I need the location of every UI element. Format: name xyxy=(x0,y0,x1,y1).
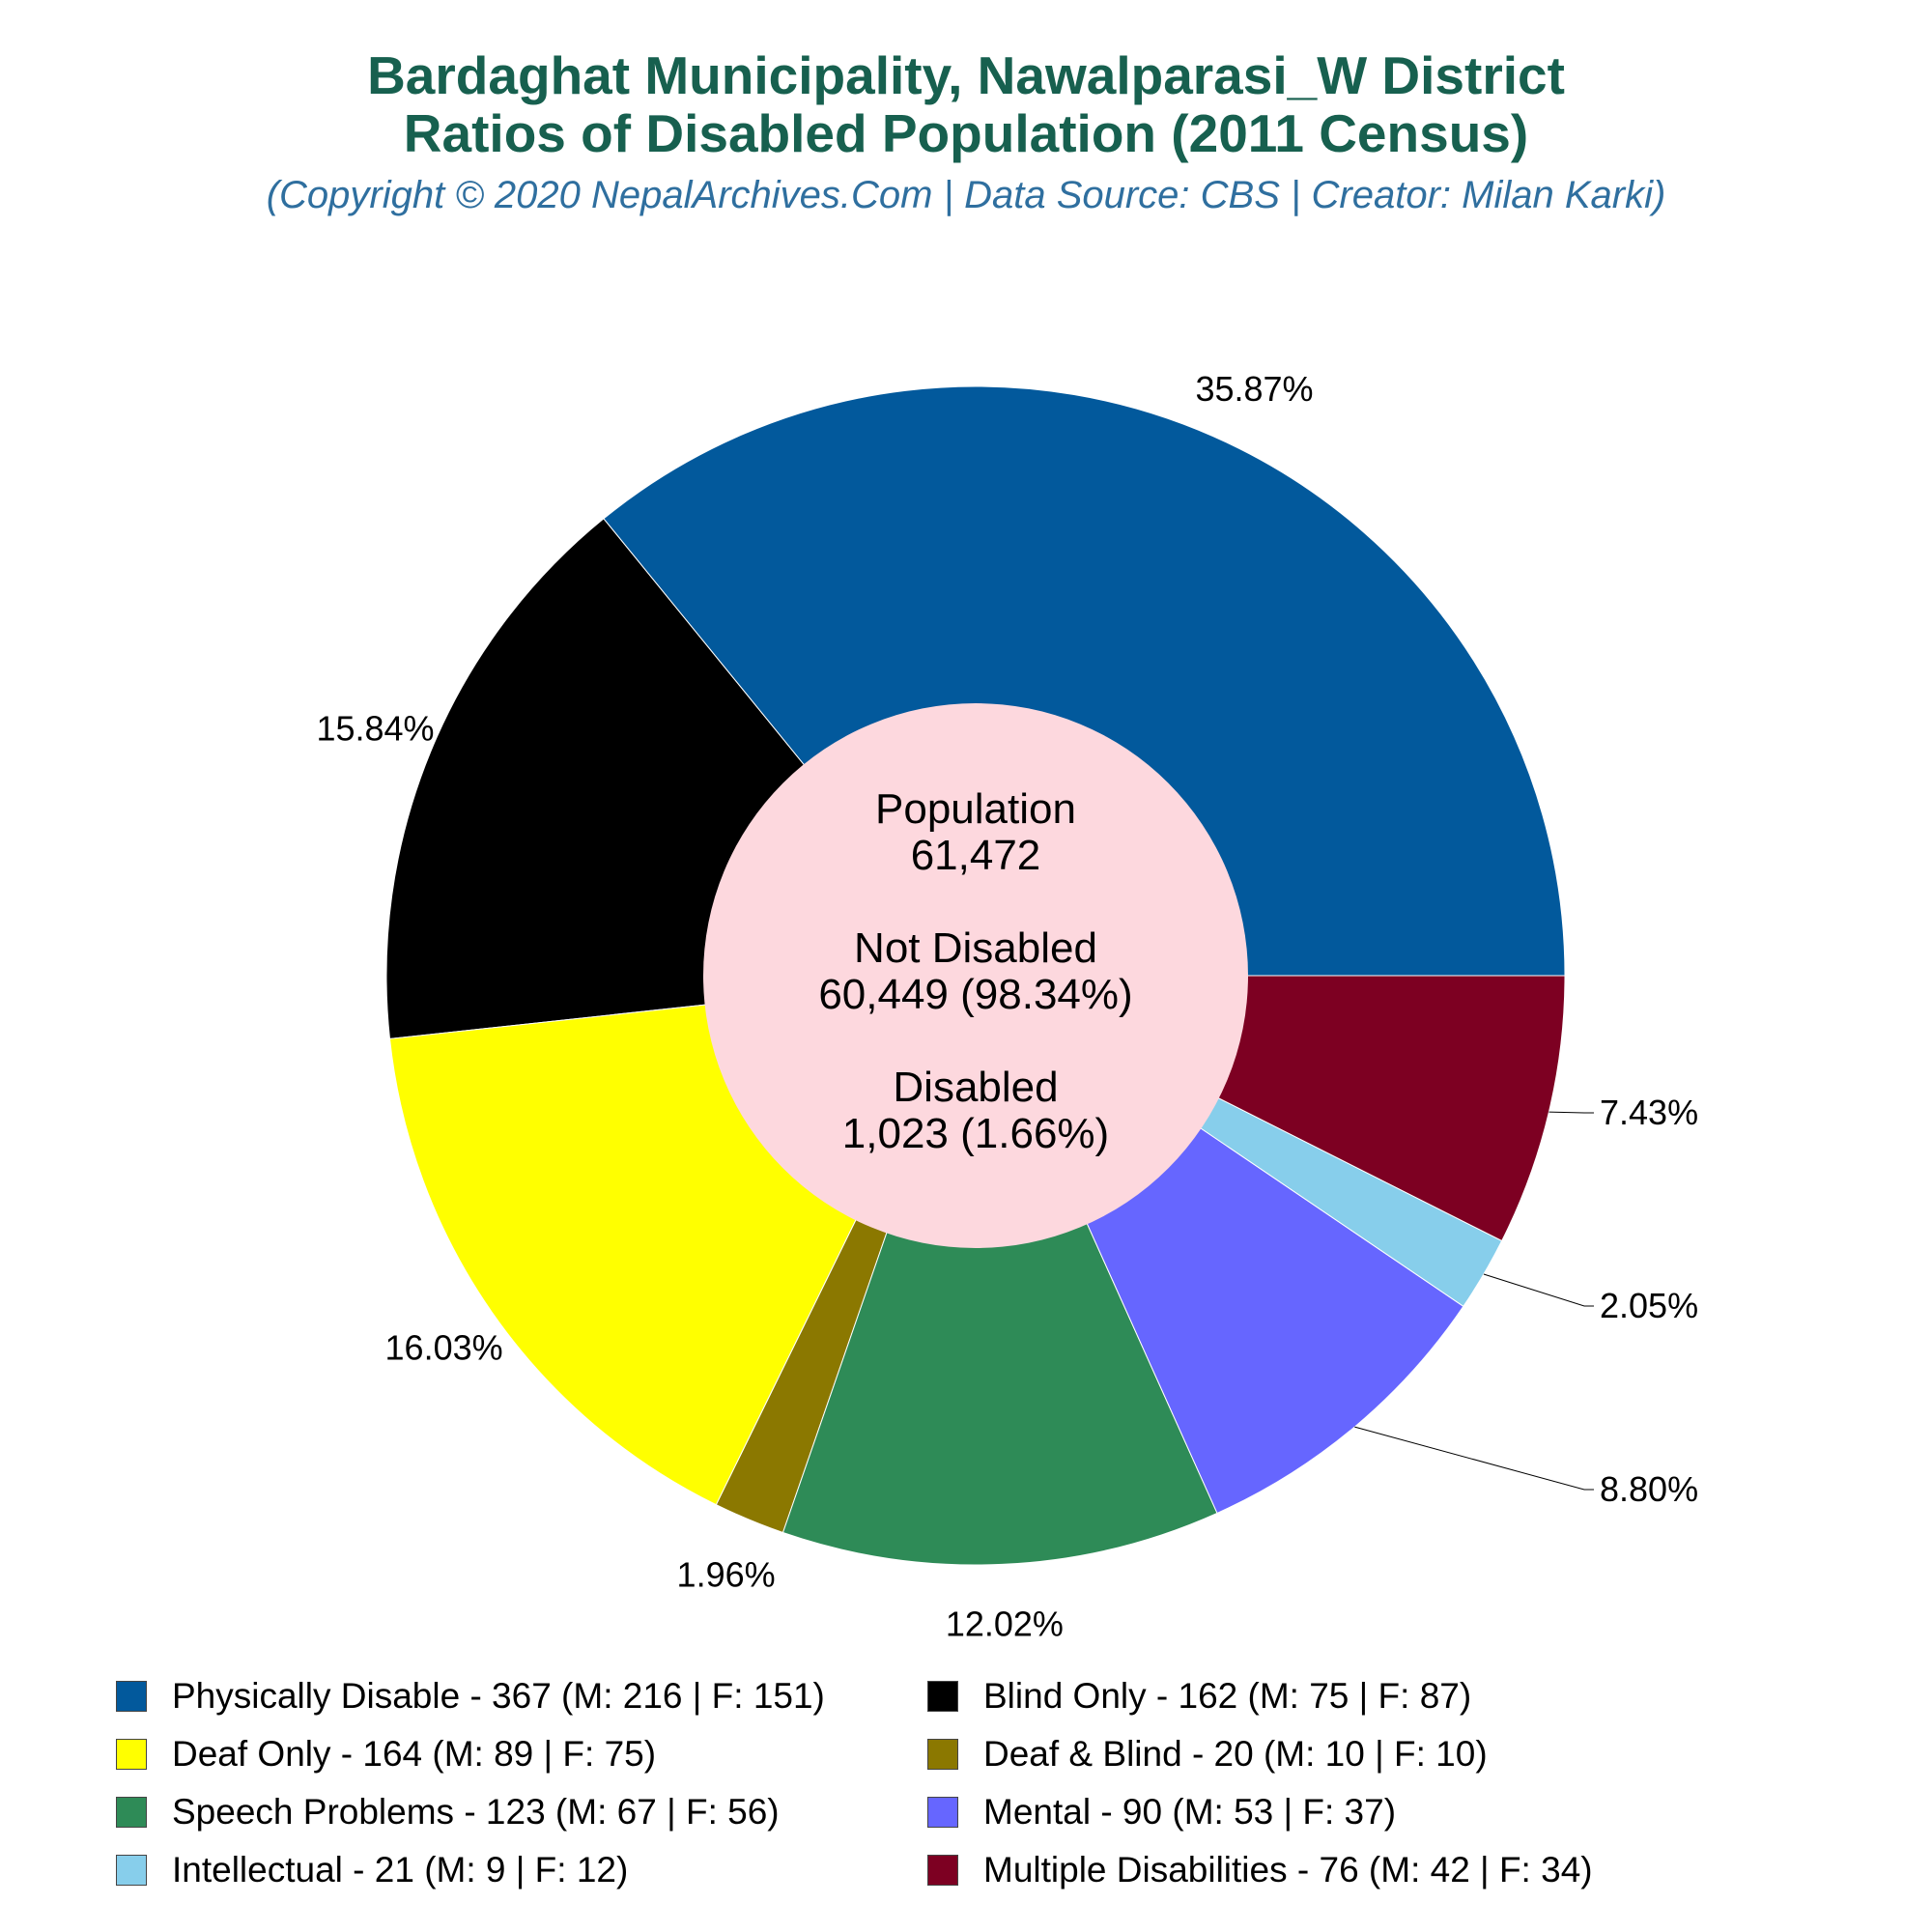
donut-chart: 35.87% 15.84% 16.03% 1.96% 12.02% 8.80% 2.05% 7… xyxy=(316,369,1698,1643)
legend-label: Physically Disable - 367 (M: 216 | F: 15… xyxy=(172,1676,825,1716)
legend-swatch xyxy=(927,1797,958,1828)
legend-item-deaf-only: Deaf Only - 164 (M: 89 | F: 75) xyxy=(116,1729,656,1779)
legend-label: Mental - 90 (M: 53 | F: 37) xyxy=(983,1792,1397,1832)
slice-physically-disable xyxy=(603,385,1566,977)
percent-label: 8.80% xyxy=(1600,1469,1698,1509)
legend-swatch xyxy=(116,1681,147,1712)
legend-item-speech-problems: Speech Problems - 123 (M: 67 | F: 56) xyxy=(116,1787,780,1837)
slice-speech-problems xyxy=(781,974,1218,1566)
center-disabled-value: 1,023 (1.66%) xyxy=(842,1110,1109,1157)
center-disabled-label: Disabled xyxy=(893,1064,1058,1111)
center-not-disabled-value: 60,449 (98.34%) xyxy=(818,971,1132,1018)
legend-swatch xyxy=(116,1855,147,1886)
percent-label: 1.96% xyxy=(677,1554,776,1594)
legend-swatch xyxy=(927,1739,958,1770)
center-population-value: 61,472 xyxy=(911,832,1041,879)
chart-title-line-1: Bardaghat Municipality, Nawalparasi_W Di… xyxy=(367,45,1565,105)
percent-label: 15.84% xyxy=(316,709,434,749)
legend-swatch xyxy=(927,1855,958,1886)
leader-line xyxy=(1483,1273,1594,1307)
percent-label: 16.03% xyxy=(385,1328,503,1368)
legend-item-deaf-blind: Deaf & Blind - 20 (M: 10 | F: 10) xyxy=(927,1729,1488,1779)
legend-swatch xyxy=(927,1681,958,1712)
percent-label: 7.43% xyxy=(1600,1093,1698,1132)
percent-label: 2.05% xyxy=(1600,1286,1698,1325)
legend-item-physically-disable: Physically Disable - 367 (M: 216 | F: 15… xyxy=(116,1671,825,1721)
legend-label: Multiple Disabilities - 76 (M: 42 | F: 3… xyxy=(983,1850,1593,1889)
chart-title-line-2: Ratios of Disabled Population (2011 Cens… xyxy=(403,103,1529,163)
center-population-label: Population xyxy=(875,785,1076,833)
percent-label-group: 35.87% 15.84% 16.03% 1.96% 12.02% 8.80% 2.05% 7… xyxy=(316,369,1698,1643)
donut-center-hole xyxy=(703,703,1248,1248)
legend-label: Intellectual - 21 (M: 9 | F: 12) xyxy=(172,1850,629,1889)
center-not-disabled-label: Not Disabled xyxy=(854,924,1097,972)
legend-swatch xyxy=(116,1797,147,1828)
legend-item-multiple-disabilities: Multiple Disabilities - 76 (M: 42 | F: 3… xyxy=(927,1845,1593,1895)
legend-swatch xyxy=(116,1739,147,1770)
leader-line xyxy=(1548,1111,1594,1114)
percent-label: 12.02% xyxy=(946,1604,1064,1643)
legend-label: Blind Only - 162 (M: 75 | F: 87) xyxy=(983,1676,1472,1716)
legend-item-intellectual: Intellectual - 21 (M: 9 | F: 12) xyxy=(116,1845,628,1895)
percent-label: 35.87% xyxy=(1195,369,1313,409)
legend-label: Speech Problems - 123 (M: 67 | F: 56) xyxy=(172,1792,780,1832)
leader-line-group xyxy=(1354,1111,1594,1491)
legend-item-mental: Mental - 90 (M: 53 | F: 37) xyxy=(927,1787,1396,1837)
center-summary: Population 61,472 Not Disabled 60,449 (9… xyxy=(818,785,1132,1157)
chart-legend: Physically Disable - 367 (M: 216 | F: 15… xyxy=(0,1671,1932,1903)
chart-subtitle: (Copyright © 2020 NepalArchives.Com | Da… xyxy=(266,174,1666,216)
leader-line xyxy=(1354,1426,1594,1491)
legend-label: Deaf Only - 164 (M: 89 | F: 75) xyxy=(172,1734,657,1774)
legend-label: Deaf & Blind - 20 (M: 10 | F: 10) xyxy=(983,1734,1488,1774)
legend-item-blind-only: Blind Only - 162 (M: 75 | F: 87) xyxy=(927,1671,1471,1721)
